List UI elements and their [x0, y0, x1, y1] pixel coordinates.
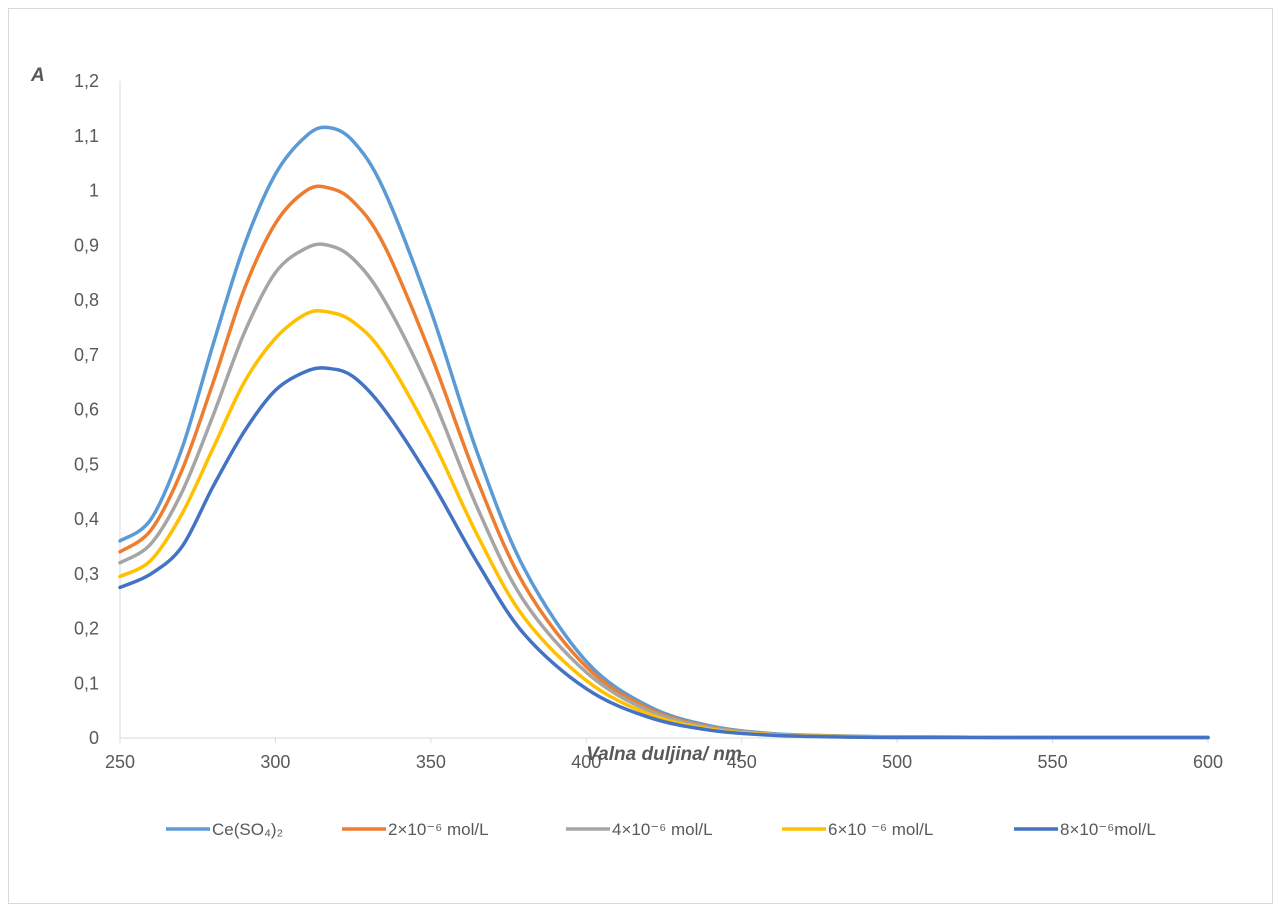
y-tick-label: 1,2 [74, 71, 99, 91]
y-tick-label: 0,2 [74, 619, 99, 639]
legend-label-5: 8×10⁻⁶mol/L [1060, 820, 1156, 839]
y-tick-label: 1 [89, 181, 99, 201]
x-tick-label: 550 [1038, 752, 1068, 772]
y-tick-label: 0,6 [74, 400, 99, 420]
series-line-2 [118, 184, 1210, 740]
series-line-3 [118, 242, 1210, 740]
chart-frame: 0 0,1 0,2 0,3 0,4 0,5 0,6 0,7 0,8 0,9 1 1,1 1,2 250 3… [8, 8, 1273, 904]
y-tick-label: 0,7 [74, 345, 99, 365]
x-tick-label: 450 [727, 752, 757, 772]
x-tick-labels: 250 300 350 400 450 500 550 600 [105, 738, 1223, 772]
series-line-4 [118, 308, 1210, 740]
y-tick-label: 0 [89, 728, 99, 748]
legend-label-4: 6×10 ⁻⁶ mol/L [828, 820, 933, 839]
y-tick-label: 0,4 [74, 509, 99, 529]
x-tick-label: 500 [882, 752, 912, 772]
x-axis-title: Valna duljina/ nm [586, 744, 742, 765]
x-tick-label: 300 [260, 752, 290, 772]
y-tick-labels: 0 0,1 0,2 0,3 0,4 0,5 0,6 0,7 0,8 0,9 1 1,1 1,2 [74, 71, 99, 748]
y-tick-label: 1,1 [74, 126, 99, 146]
legend-label-1: Ce(SO₄)₂ [212, 820, 283, 839]
y-tick-label: 0,9 [74, 235, 99, 255]
y-tick-label: 0,8 [74, 290, 99, 310]
x-tick-label: 350 [416, 752, 446, 772]
x-tick-label: 400 [571, 752, 601, 772]
y-tick-label: 0,3 [74, 564, 99, 584]
series-lines [118, 125, 1210, 740]
legend-label-2: 2×10⁻⁶ mol/L [388, 820, 489, 839]
x-tick-label: 250 [105, 752, 135, 772]
legend-label-3: 4×10⁻⁶ mol/L [612, 820, 713, 839]
y-tick-label: 0,1 [74, 673, 99, 693]
legend: Ce(SO₄)₂ 2×10⁻⁶ mol/L 4×10⁻⁶ mol/L 6×10 ⁻⁶ … [166, 820, 1156, 839]
x-tick-label: 600 [1193, 752, 1223, 772]
y-tick-label: 0,5 [74, 454, 99, 474]
absorbance-chart: 0 0,1 0,2 0,3 0,4 0,5 0,6 0,7 0,8 0,9 1 1,1 1,2 250 3… [30, 65, 1223, 839]
series-line-1 [118, 125, 1210, 740]
y-axis-title: A [30, 65, 45, 86]
series-line-5 [118, 366, 1210, 740]
